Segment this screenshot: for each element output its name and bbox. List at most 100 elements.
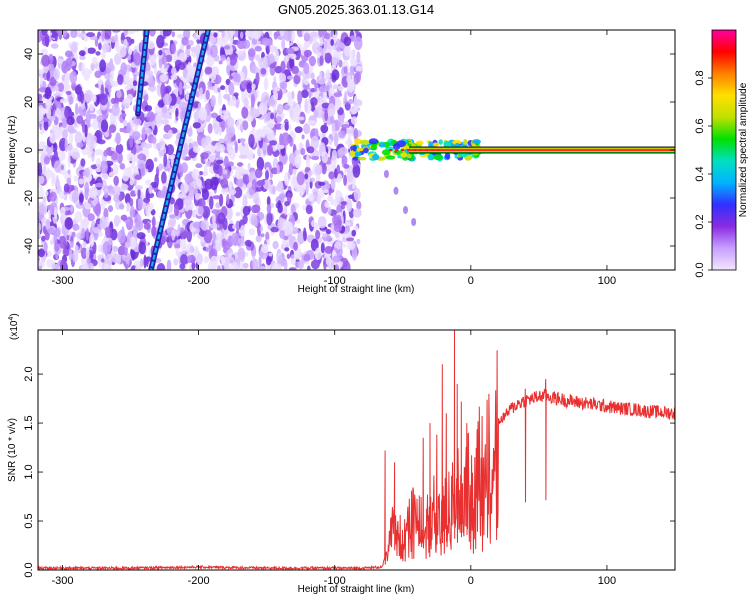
- noise-speck: [108, 124, 117, 133]
- noise-speck: [163, 56, 167, 69]
- noise-speck: [195, 108, 200, 118]
- noise-speck: [57, 82, 65, 93]
- snr-series-line: [38, 330, 675, 570]
- noise-speck: [38, 260, 43, 267]
- x-tick-label: 100: [598, 575, 616, 587]
- noise-speck: [198, 205, 204, 215]
- noise-speck: [176, 34, 185, 39]
- noise-speck: [279, 230, 285, 239]
- noise-speck: [147, 70, 154, 76]
- noise-speck: [96, 110, 100, 115]
- colorbar-tick-label: 0.6: [694, 118, 706, 133]
- noise-speck: [61, 129, 68, 140]
- noise-speck: [295, 104, 301, 118]
- noise-speck: [223, 234, 229, 240]
- noise-speck: [61, 117, 68, 129]
- noise-speck: [101, 30, 105, 42]
- noise-speck: [317, 216, 327, 229]
- noise-speck: [341, 155, 348, 166]
- noise-speck: [242, 174, 250, 185]
- noise-speck: [266, 211, 273, 226]
- noise-speck: [321, 151, 329, 164]
- noise-speck: [166, 259, 172, 270]
- noise-speck: [99, 216, 108, 230]
- noise-speck: [283, 30, 292, 42]
- noise-speck: [226, 142, 231, 153]
- noise-speck: [151, 216, 156, 228]
- noise-speck: [123, 119, 128, 128]
- noise-speck: [221, 31, 225, 38]
- noise-speck: [261, 243, 269, 254]
- noise-speck: [103, 149, 108, 157]
- noise-speck: [203, 256, 209, 264]
- noise-speck: [290, 204, 296, 215]
- noise-speck: [325, 229, 332, 235]
- noise-speck: [94, 203, 102, 217]
- noise-speck: [86, 32, 95, 38]
- noise-speck: [180, 182, 189, 195]
- noise-speck: [138, 241, 146, 255]
- noise-speck: [50, 43, 59, 49]
- transition-blob: [350, 150, 356, 158]
- noise-speck: [95, 51, 101, 56]
- noise-speck: [231, 232, 240, 246]
- noise-speck: [124, 263, 129, 270]
- noise-speck: [78, 33, 84, 38]
- noise-speck: [218, 60, 223, 65]
- noise-speck: [89, 141, 94, 153]
- noise-speck: [304, 40, 311, 48]
- noise-speck: [356, 200, 362, 210]
- noise-speck: [234, 141, 238, 154]
- y-tick-label: 0.0: [23, 562, 35, 577]
- noise-speck: [266, 128, 275, 141]
- noise-speck: [244, 239, 252, 247]
- noise-speck: [281, 132, 290, 146]
- noise-speck: [270, 226, 279, 233]
- noise-speck: [343, 174, 347, 186]
- noise-speck: [307, 265, 311, 270]
- noise-speck: [113, 175, 119, 186]
- noise-speck: [168, 214, 176, 219]
- noise-speck: [186, 44, 191, 50]
- noise-speck: [279, 72, 285, 81]
- noise-speck: [209, 223, 218, 229]
- noise-speck: [242, 195, 248, 209]
- noise-speck: [281, 80, 288, 90]
- noise-speck: [217, 87, 221, 93]
- noise-speck: [64, 83, 71, 91]
- x-tick-label: -100: [324, 275, 346, 287]
- noise-speck: [132, 131, 141, 141]
- noise-speck: [310, 97, 318, 107]
- noise-speck: [350, 52, 355, 67]
- noise-speck: [40, 74, 43, 87]
- noise-speck: [321, 163, 327, 175]
- noise-speck: [341, 124, 350, 129]
- noise-speck: [140, 163, 146, 177]
- noise-speck: [69, 70, 78, 84]
- noise-speck: [178, 101, 188, 112]
- noise-speck: [116, 90, 122, 99]
- noise-speck: [212, 177, 220, 186]
- noise-speck: [341, 243, 347, 248]
- noise-speck: [224, 45, 231, 50]
- noise-speck: [72, 250, 79, 263]
- noise-speck: [317, 164, 323, 175]
- noise-speck: [201, 137, 207, 149]
- noise-speck: [44, 169, 54, 179]
- noise-speck: [237, 247, 246, 259]
- noise-speck: [84, 202, 92, 210]
- noise-speck: [215, 202, 221, 209]
- noise-speck: [110, 35, 117, 43]
- noise-speck: [205, 89, 210, 100]
- noise-speck: [204, 178, 214, 190]
- noise-speck: [123, 30, 128, 36]
- noise-speck: [247, 48, 256, 58]
- noise-speck: [290, 254, 295, 259]
- noise-speck: [108, 205, 113, 213]
- noise-speck: [289, 130, 294, 138]
- noise-speck: [310, 177, 315, 183]
- noise-speck: [317, 173, 321, 182]
- noise-speck: [187, 138, 194, 145]
- noise-speck: [54, 32, 58, 42]
- noise-speck: [335, 96, 340, 104]
